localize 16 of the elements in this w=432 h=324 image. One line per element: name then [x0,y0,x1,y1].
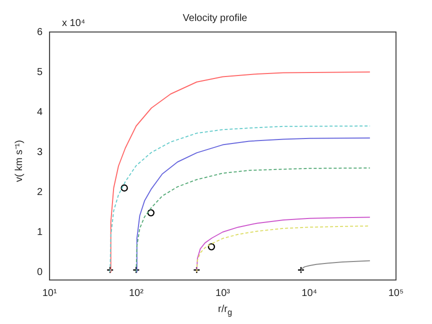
y-tick-label: 0 [37,266,43,278]
x-tick-label: 10² [128,288,144,299]
y-tick-label: 6 [37,26,43,38]
x-axis-title: r/r$_{g}$ [218,304,232,317]
y-tick-label: 4 [37,106,43,118]
x-tick-label: 10³ [216,288,231,299]
x-tick-label: 10⁴ [302,288,318,299]
text: x 10⁴ [62,18,86,29]
x-tick-label: 10¹ [42,288,58,299]
y-tick-label: 1 [37,226,43,238]
chart-title: Velocity profile [182,12,248,24]
y-axis-title: v( km s⁻¹) [13,140,25,182]
x-tick-label: 10⁵ [388,288,404,299]
y-tick-label: 3 [37,146,43,158]
y-tick-label: 5 [37,66,43,78]
y-tick-label: 2 [37,186,43,198]
